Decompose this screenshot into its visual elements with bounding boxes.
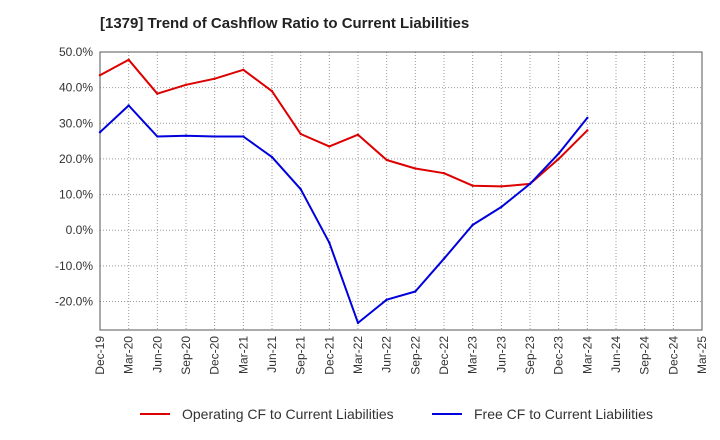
data-point	[213, 77, 216, 80]
data-point	[184, 83, 188, 86]
data-point	[98, 130, 102, 134]
y-tick-label: 10.0%	[59, 188, 93, 202]
data-point	[471, 184, 474, 187]
series-lines	[98, 58, 589, 325]
x-tick-label: Jun-24	[609, 336, 623, 373]
data-point	[385, 158, 388, 162]
data-point	[184, 134, 188, 137]
y-tick-label: 40.0%	[59, 81, 93, 95]
legend-label: Free CF to Current Liabilities	[474, 406, 653, 422]
x-tick-label: Jun-22	[380, 336, 394, 373]
x-tick-label: Mar-21	[236, 336, 250, 374]
data-point	[98, 73, 102, 77]
data-point	[557, 152, 560, 155]
data-point	[270, 155, 274, 159]
y-tick-label: -10.0%	[55, 259, 93, 273]
data-point	[442, 171, 446, 175]
data-point	[414, 167, 417, 170]
x-tick-label: Sep-23	[523, 336, 537, 375]
y-tick-label: 50.0%	[59, 45, 93, 59]
y-tick-label: 20.0%	[59, 152, 93, 166]
data-point	[328, 241, 331, 244]
x-tick-label: Dec-24	[666, 336, 680, 375]
x-tick-label: Mar-22	[351, 336, 365, 374]
data-point	[500, 205, 503, 209]
data-point	[557, 157, 560, 161]
x-axis-ticks: Dec-19 Mar-20 Jun-20 Sep-20 Dec-20 Mar-21 Jun-…	[93, 336, 709, 375]
y-tick-label: -20.0%	[55, 294, 93, 308]
data-point	[213, 135, 216, 138]
x-tick-label: Jun-21	[265, 336, 279, 373]
data-point	[442, 257, 446, 260]
y-tick-label: 30.0%	[59, 116, 93, 130]
x-tick-label: Sep-24	[638, 336, 652, 375]
x-tick-label: Mar-20	[122, 336, 136, 374]
data-point	[127, 104, 130, 107]
data-point	[156, 135, 159, 138]
x-tick-label: Dec-22	[437, 336, 451, 375]
y-axis-ticks: -20.0% -10.0% 0.0% 10.0% 20.0% 30.0% 40.0% 50.0…	[55, 45, 93, 308]
data-point	[242, 135, 245, 138]
x-tick-label: Sep-22	[408, 336, 422, 375]
x-tick-label: Sep-21	[294, 336, 308, 375]
x-tick-label: Jun-20	[150, 336, 164, 373]
data-point	[414, 290, 417, 293]
data-point	[471, 223, 474, 227]
legend-label: Operating CF to Current Liabilities	[182, 406, 394, 422]
data-point	[586, 116, 589, 120]
x-tick-label: Dec-23	[552, 336, 566, 375]
data-point	[356, 321, 360, 325]
y-tick-label: 0.0%	[66, 223, 94, 237]
x-tick-label: Dec-19	[93, 336, 107, 375]
data-point	[500, 185, 503, 188]
x-tick-label: Dec-20	[208, 336, 222, 375]
data-point	[528, 182, 532, 186]
x-tick-label: Sep-20	[179, 336, 193, 375]
data-point	[299, 188, 302, 191]
x-tick-label: Mar-24	[580, 336, 594, 374]
x-tick-label: Mar-25	[695, 336, 709, 374]
data-point	[270, 90, 274, 93]
operating-cf-line	[99, 58, 589, 188]
x-tick-label: Jun-23	[494, 336, 508, 373]
chart-title: [1379] Trend of Cashflow Ratio to Curren…	[100, 15, 470, 32]
free-cf-line	[99, 104, 589, 324]
data-point	[127, 58, 130, 62]
x-tick-label: Mar-23	[466, 336, 480, 374]
data-point	[586, 129, 589, 132]
plot-area-border	[99, 51, 703, 331]
data-point	[385, 298, 388, 301]
x-tick-label: Dec-21	[322, 336, 336, 375]
legend: Operating CF to Current Liabilities Free …	[140, 406, 653, 422]
data-point	[299, 132, 302, 136]
data-point	[156, 92, 159, 95]
data-point	[356, 133, 360, 136]
data-point	[328, 145, 331, 148]
data-point	[242, 68, 245, 72]
grid-lines	[99, 51, 703, 330]
